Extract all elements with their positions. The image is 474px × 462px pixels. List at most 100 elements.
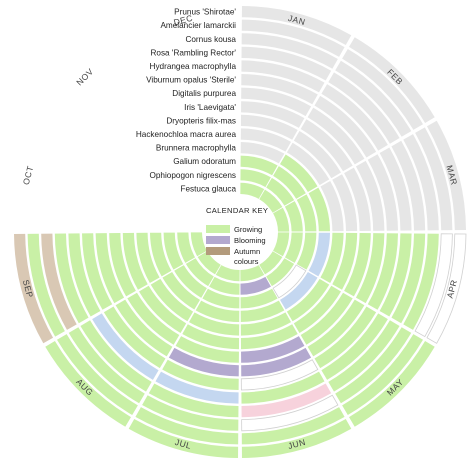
ring-segment-jul (188, 312, 240, 336)
ring-segment-jan (241, 101, 305, 128)
plant-label: Iris 'Laevigata' (184, 103, 236, 112)
ring-segment-jan (241, 19, 345, 57)
ring-segment-may (314, 306, 377, 369)
ring-segment-jul (142, 395, 239, 431)
ring-segment-may (335, 327, 412, 404)
ring-segment-mar (415, 127, 453, 231)
month-label-jun: JUN (287, 437, 307, 451)
ring-segment-mar (379, 147, 412, 231)
ring-segment-aug (115, 299, 173, 357)
ring-segment-aug (174, 265, 207, 298)
ring-segment-jun (241, 418, 352, 458)
ring-segment-jan (240, 142, 285, 164)
ring-segment-mar (320, 180, 344, 232)
ring-segment-sep (68, 233, 101, 317)
ring-segment-apr (332, 232, 358, 290)
plant-label: Hydrangea macrophylla (150, 62, 237, 71)
ring-segment-sep (190, 232, 207, 257)
ring-segment-feb (321, 84, 388, 151)
ring-segment-jul (209, 276, 240, 295)
ring-segment-jun (241, 383, 332, 418)
ring-segment-jun (240, 265, 265, 282)
ring-segment-jun (241, 371, 325, 404)
ring-segment-apr (403, 233, 439, 330)
ring-segment-aug (80, 320, 152, 392)
plant-label: Rosa 'Rambling Rector' (151, 48, 237, 57)
ring-segment-jan (241, 6, 352, 46)
ring-segment-jun (240, 276, 271, 295)
ring-segment-aug (139, 285, 187, 333)
ring-segment-mar (284, 201, 303, 232)
ring-segment-apr (414, 233, 453, 338)
ring-segment-jun (240, 359, 319, 391)
ring-segment-jan (240, 128, 292, 152)
ring-segment-apr (379, 233, 412, 317)
key-label: Autumn (234, 247, 260, 256)
key-swatch (206, 225, 230, 233)
ring-segment-jun (240, 312, 292, 336)
plant-label: Cornus kousa (185, 35, 236, 44)
ring-segment-mar (403, 134, 439, 231)
ring-segment-feb (307, 107, 365, 165)
ring-segment-may (286, 278, 330, 322)
ring-segment-mar (426, 120, 466, 231)
ring-segment-may (300, 292, 353, 345)
ring-segment-feb (293, 131, 341, 179)
ring-segment-apr (296, 232, 317, 270)
ring-segment-feb (279, 154, 318, 193)
ring-segment-jun (241, 407, 345, 445)
plant-label: Dryopteris filix-mas (166, 116, 236, 125)
ring-segment-jun (240, 324, 298, 350)
ring-segment-jan (240, 169, 271, 188)
ring-segment-may (293, 285, 341, 333)
key-label: Blooming (234, 236, 266, 245)
ring-segment-jul (182, 324, 240, 350)
ring-segment-apr (284, 232, 303, 263)
ring-segment-may (321, 313, 388, 380)
key-title: CALENDAR KEY (206, 206, 268, 215)
ring-segment-mar (391, 140, 426, 231)
ring-segment-jul (175, 336, 239, 363)
ring-segment-may (307, 299, 365, 357)
plant-label: Prunus 'Shirotae' (174, 8, 236, 17)
ring-segment-jun (241, 347, 312, 377)
ring-segment-jan (240, 182, 265, 199)
ring-segment-may (272, 264, 307, 299)
ring-segment-jan (241, 33, 338, 69)
ring-segment-jun (241, 394, 339, 432)
ring-segment-jan (240, 155, 278, 176)
ring-segment-mar (273, 207, 290, 232)
plant-label: Amelancier lamarckii (160, 21, 236, 30)
ring-segment-may (279, 271, 318, 310)
month-label-mar: MAR (444, 164, 459, 186)
ring-segment-aug (56, 334, 138, 416)
ring-segment-sep (82, 233, 113, 310)
ring-segment-aug (68, 327, 145, 404)
ring-segment-feb (342, 48, 424, 130)
ring-segment-jan (241, 74, 318, 105)
ring-segment-apr (426, 233, 467, 344)
ring-segment-jun (240, 300, 285, 322)
ring-segment-feb (314, 95, 377, 158)
ring-segment-mar (344, 167, 371, 231)
plant-label: Ophiopogon nigrescens (150, 171, 237, 180)
ring-segment-may (328, 320, 400, 392)
ring-segment-aug (92, 313, 159, 380)
ring-segment-mar (355, 160, 385, 231)
ring-segment-sep (95, 233, 125, 304)
ring-segment-sep (163, 232, 184, 270)
ring-segment-feb (266, 177, 295, 206)
ring-segment-apr (273, 232, 290, 257)
ring-segment-aug (162, 271, 201, 310)
ring-segment-aug (185, 258, 214, 287)
ring-segment-jan (241, 60, 325, 93)
ring-segment-mar (332, 174, 358, 232)
key-swatch (206, 247, 230, 255)
ring-segment-jul (168, 347, 239, 377)
label-area-mask (12, 4, 240, 232)
ring-segment-jul (128, 418, 239, 458)
key-label: colours (234, 257, 259, 266)
